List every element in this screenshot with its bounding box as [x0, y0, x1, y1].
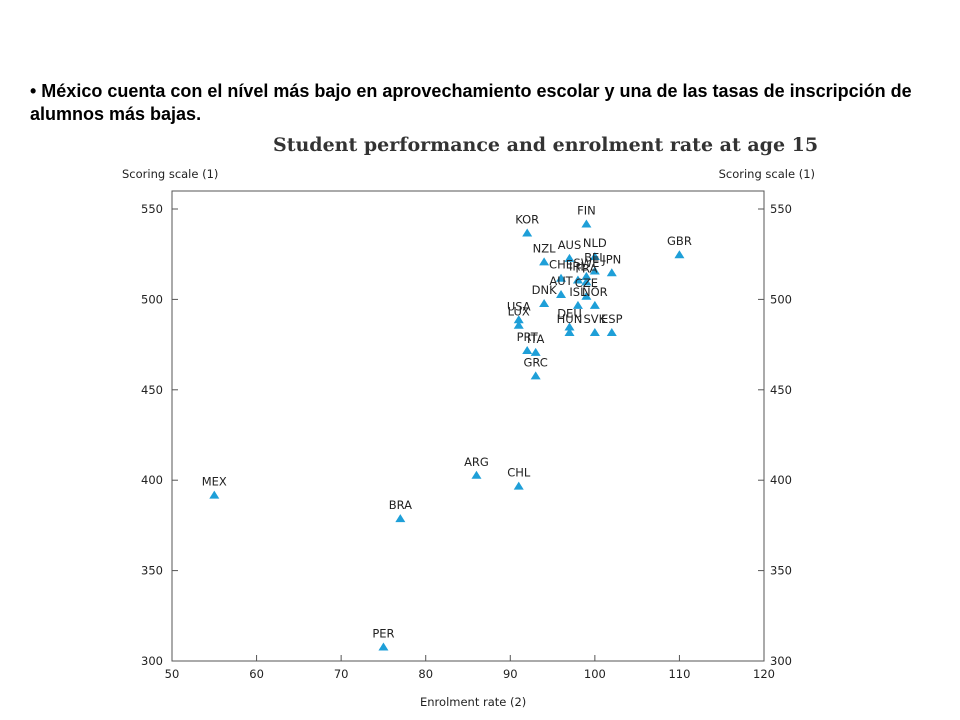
data-point-marker: [530, 371, 541, 380]
data-point-marker: [589, 252, 600, 261]
data-point-label: DEU: [557, 307, 582, 321]
data-point-marker: [564, 327, 575, 336]
data-point-marker: [471, 470, 482, 479]
data-point-label: NOR: [582, 285, 608, 299]
data-point-label: FRA: [575, 261, 597, 275]
x-tick-label: 120: [753, 667, 775, 681]
data-point-label: CZE: [575, 276, 598, 290]
data-point-marker: [395, 514, 406, 523]
data-point-label: IRL: [569, 260, 587, 274]
y-tick-label-right: 500: [770, 292, 792, 306]
x-tick-label: 80: [418, 667, 433, 681]
data-point-label: HUN: [557, 312, 583, 326]
data-point-label: DNK: [532, 283, 557, 297]
y-tick-label-left: 450: [141, 383, 163, 397]
data-point-marker: [572, 275, 583, 284]
data-point-marker: [674, 250, 685, 259]
data-point-label: GRC: [523, 355, 547, 369]
data-point-label: SWE: [573, 256, 599, 270]
data-point-label: ARG: [464, 455, 489, 469]
y-tick-label-left: 500: [141, 292, 163, 306]
y-axis-label-right: Scoring scale (1): [719, 167, 815, 181]
y-tick-label-right: 450: [770, 383, 792, 397]
data-point-label: NLD: [583, 236, 607, 250]
data-point-label: PER: [372, 627, 394, 641]
data-point-marker: [581, 271, 592, 280]
x-tick-label: 60: [249, 667, 264, 681]
data-point-marker: [581, 277, 592, 286]
data-point-marker: [513, 320, 524, 329]
data-point-label: CHL: [507, 466, 531, 480]
y-tick-label-left: 300: [141, 654, 163, 668]
x-tick-label: 110: [668, 667, 690, 681]
data-point-label: FIN: [577, 203, 596, 217]
x-tick-label: 70: [334, 667, 349, 681]
data-point-label: SVK: [583, 312, 606, 326]
data-point-marker: [522, 346, 533, 355]
x-tick-label: 100: [584, 667, 606, 681]
data-point-marker: [581, 291, 592, 300]
data-point-label: USA: [507, 299, 531, 313]
data-point-marker: [209, 490, 220, 499]
data-point-label: KOR: [515, 213, 539, 227]
data-point-marker: [589, 266, 600, 275]
data-point-label: GBR: [667, 234, 692, 248]
bullet-text: • México cuenta con el nível más bajo en…: [30, 81, 912, 124]
data-point-marker: [539, 257, 550, 266]
data-point-label: ISL: [569, 285, 587, 299]
data-point-marker: [572, 300, 583, 309]
y-tick-label-right: 300: [770, 654, 792, 668]
data-point-marker: [378, 642, 389, 651]
data-point-label: ESP: [601, 312, 623, 326]
data-point-marker: [513, 481, 524, 490]
x-tick-label: 50: [165, 667, 180, 681]
data-point-label: BRA: [389, 498, 412, 512]
data-point-label: AUS: [558, 238, 582, 252]
data-point-marker: [539, 299, 550, 308]
tick-layer: 300 300 350 350 400 400 450 450 500 500 550 550 50 60…: [141, 202, 792, 681]
data-point-label: MEX: [202, 475, 227, 489]
data-point-marker: [589, 327, 600, 336]
data-point-marker: [556, 273, 567, 282]
data-point-marker: [564, 322, 575, 331]
data-point-label: CHE: [549, 258, 573, 272]
data-point-label: LUX: [508, 305, 530, 319]
data-point-label: ITA: [527, 332, 545, 346]
data-point-label: AUT: [549, 274, 573, 288]
data-point-marker: [581, 219, 592, 228]
data-point-label: JPN: [601, 252, 621, 266]
data-point-marker: [606, 268, 617, 277]
data-point-marker: [606, 327, 617, 336]
data-point-marker: [530, 347, 541, 356]
data-point-marker: [522, 228, 533, 237]
chart-title: Student performance and enrolment rate a…: [273, 134, 818, 156]
x-tick-label: 90: [503, 667, 518, 681]
data-point-label: NZL: [533, 241, 556, 255]
y-tick-label-right: 350: [770, 564, 792, 578]
data-point-marker: [589, 300, 600, 309]
y-tick-label-right: 400: [770, 473, 792, 487]
data-point-label: PRT: [517, 330, 539, 344]
data-point-marker: [513, 315, 524, 324]
data-point-marker: [564, 253, 575, 262]
y-tick-label-left: 550: [141, 202, 163, 216]
y-axis-label-left: Scoring scale (1): [122, 167, 218, 181]
y-tick-label-left: 350: [141, 564, 163, 578]
data-point-label: BEL: [584, 250, 606, 264]
y-tick-label-right: 550: [770, 202, 792, 216]
y-tick-label-left: 400: [141, 473, 163, 487]
data-point-marker: [556, 289, 567, 298]
plot-frame: [171, 190, 765, 662]
x-axis-label: Enrolment rate (2): [420, 695, 526, 709]
